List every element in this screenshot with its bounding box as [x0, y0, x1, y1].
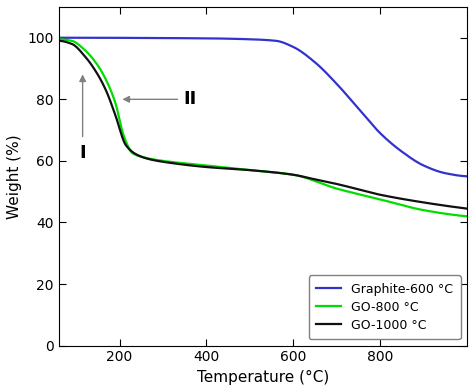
GO-800 °C — [127, 147, 132, 152]
Line: GO-1000 °C: GO-1000 °C — [59, 41, 467, 209]
X-axis label: Temperature (°C): Temperature (°C) — [197, 370, 329, 385]
GO-1000 °C — [127, 147, 132, 152]
Graphite-600 °C — [56, 35, 62, 40]
Graphite-600 °C — [456, 173, 462, 178]
GO-1000 °C — [230, 167, 236, 171]
GO-1000 °C — [456, 205, 462, 210]
Text: I: I — [79, 144, 86, 162]
Line: GO-800 °C: GO-800 °C — [59, 39, 467, 216]
GO-1000 °C — [102, 87, 108, 91]
GO-800 °C — [456, 213, 462, 218]
Legend: Graphite-600 °C, GO-800 °C, GO-1000 °C: Graphite-600 °C, GO-800 °C, GO-1000 °C — [309, 275, 461, 339]
Graphite-600 °C — [412, 158, 418, 163]
GO-1000 °C — [464, 206, 470, 211]
GO-1000 °C — [56, 38, 62, 43]
GO-800 °C — [56, 37, 62, 42]
GO-800 °C — [412, 206, 418, 211]
Graphite-600 °C — [212, 36, 218, 41]
Graphite-600 °C — [127, 36, 132, 40]
Line: Graphite-600 °C: Graphite-600 °C — [59, 38, 467, 176]
Graphite-600 °C — [230, 36, 236, 41]
GO-800 °C — [102, 76, 108, 81]
GO-1000 °C — [212, 165, 218, 170]
Graphite-600 °C — [102, 35, 108, 40]
GO-800 °C — [212, 164, 218, 169]
GO-1000 °C — [412, 199, 418, 203]
Graphite-600 °C — [464, 174, 470, 179]
Y-axis label: Weight (%): Weight (%) — [7, 134, 22, 219]
Text: II: II — [184, 90, 197, 108]
GO-800 °C — [230, 166, 236, 171]
GO-800 °C — [464, 214, 470, 219]
